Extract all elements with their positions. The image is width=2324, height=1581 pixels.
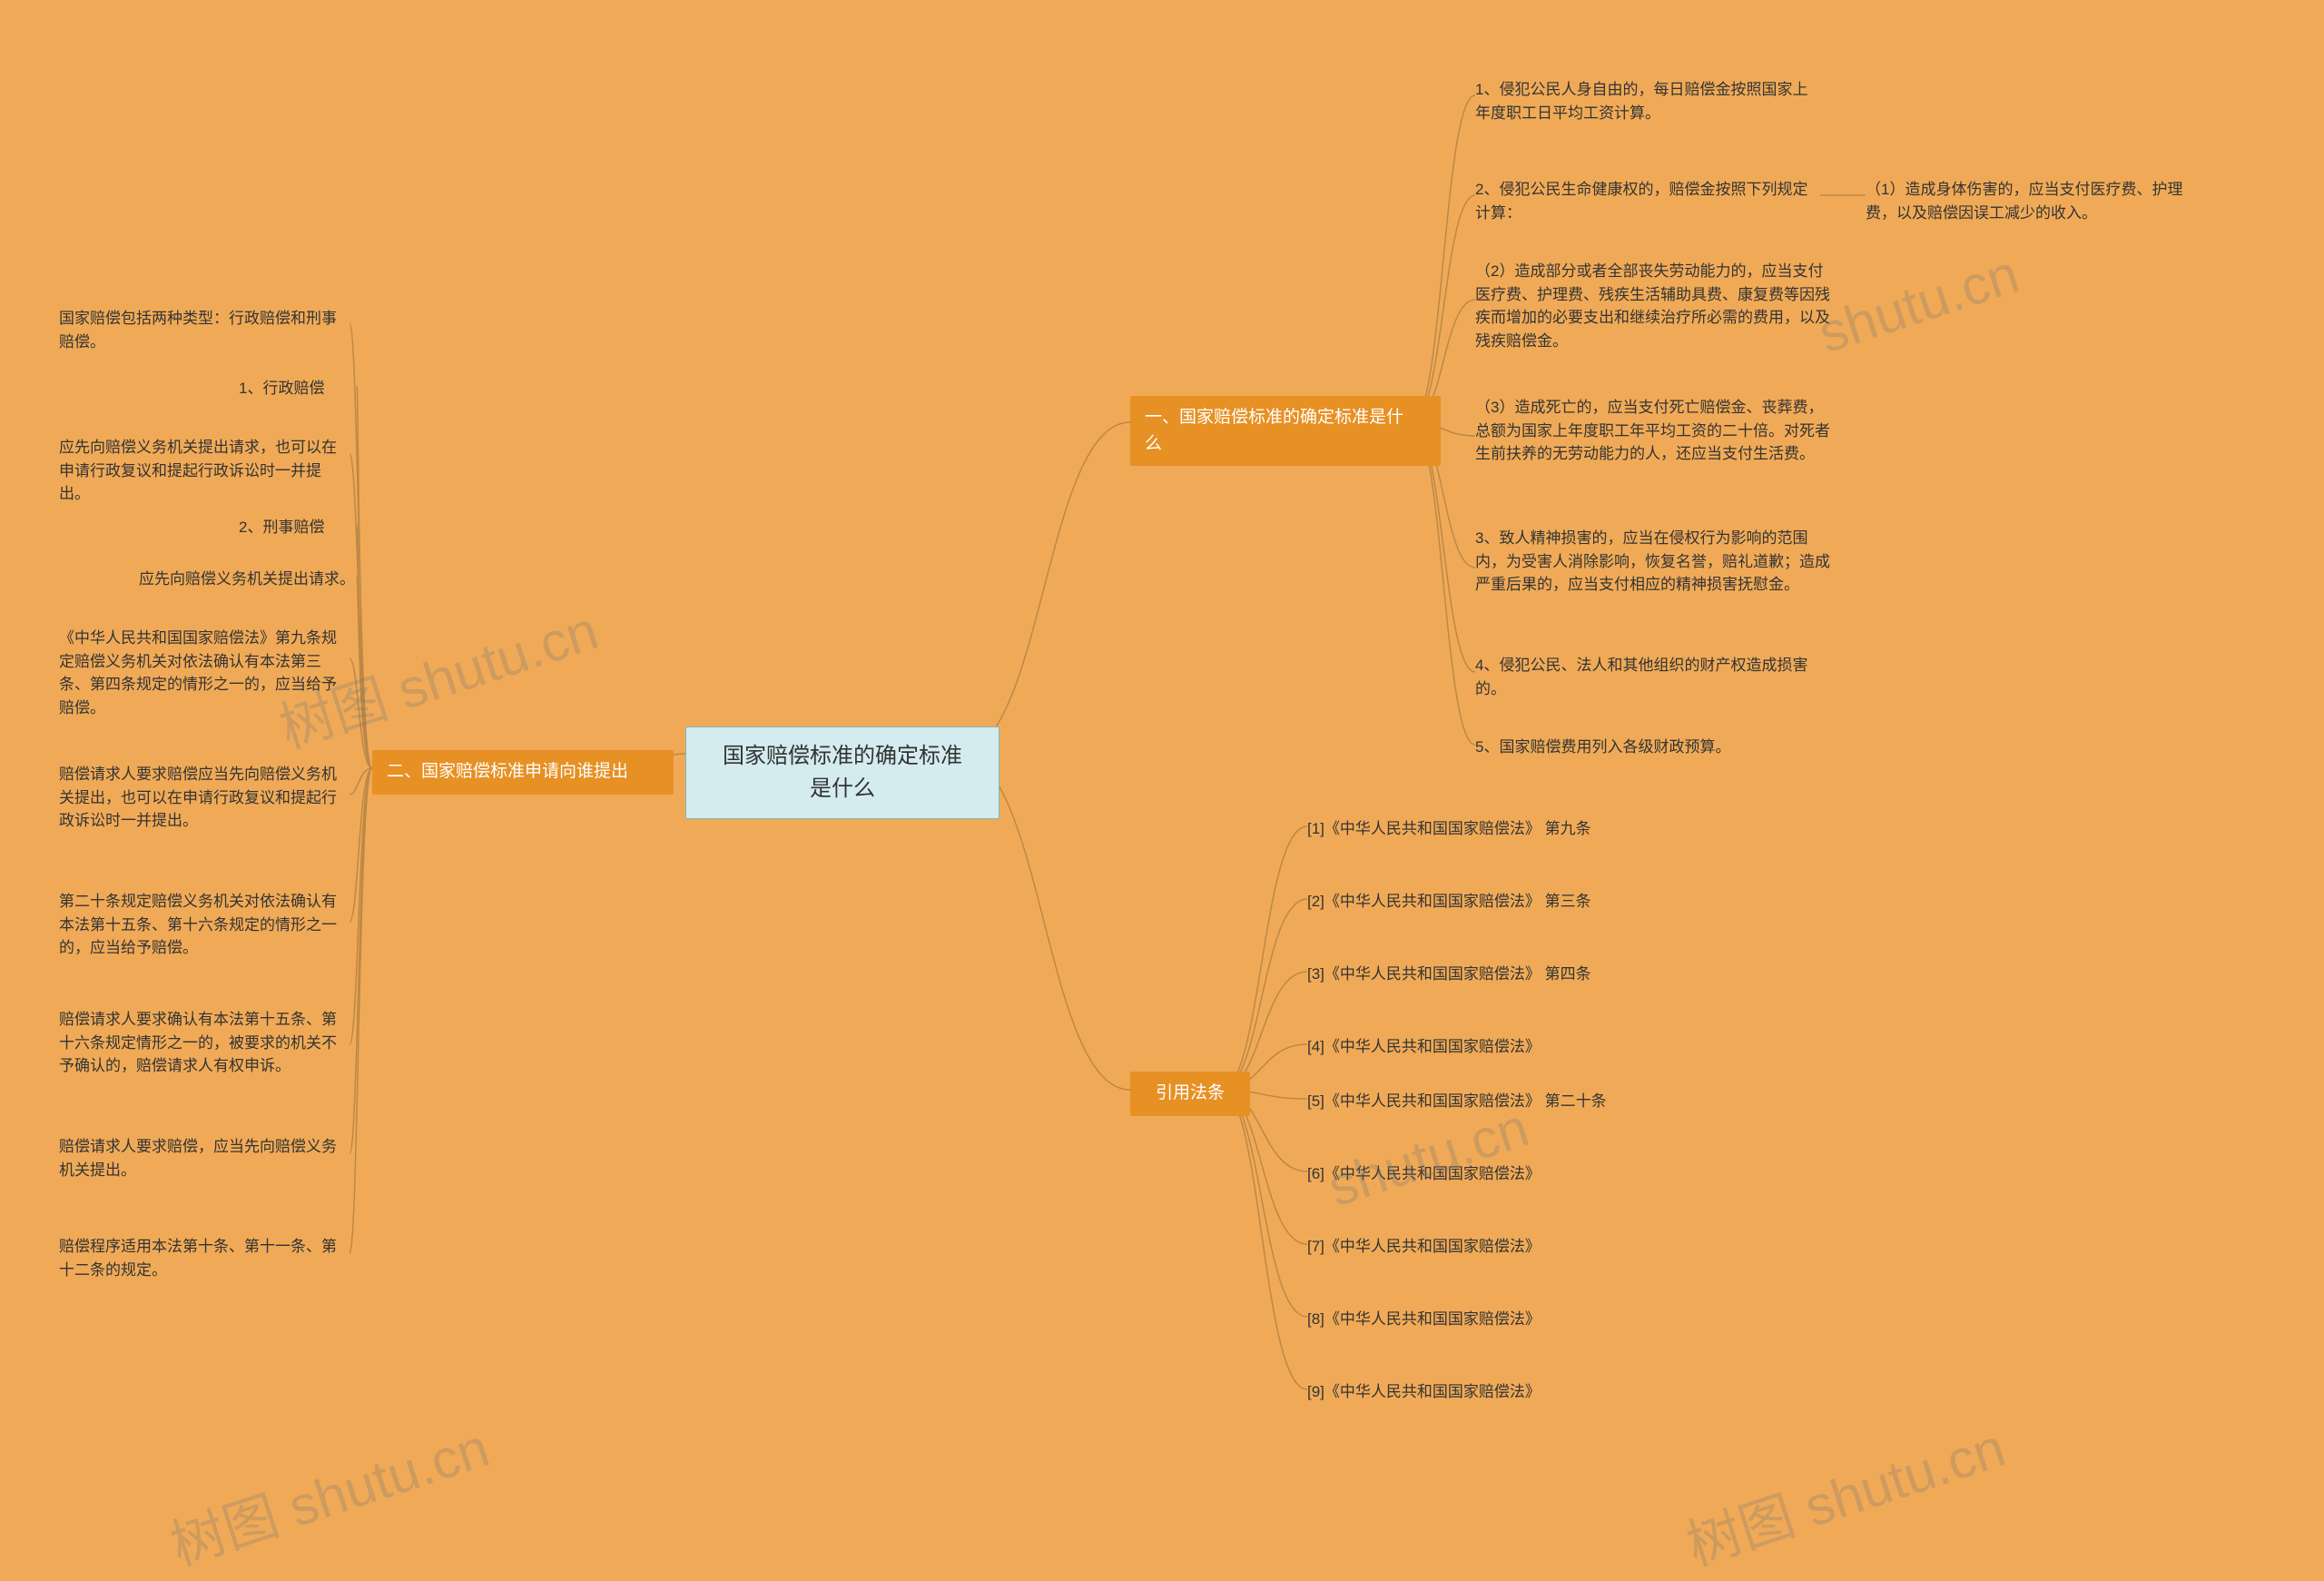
leaf-s2l11[interactable]: 赔偿程序适用本法第十条、第十一条、第十二条的规定。 <box>59 1235 350 1281</box>
leaf-s2l6[interactable]: 《中华人民共和国国家赔偿法》第九条规定赔偿义务机关对依法确认有本法第三条、第四条… <box>59 627 350 719</box>
leaf-s1l7[interactable]: 5、国家赔偿费用列入各级财政预算。 <box>1475 736 1730 759</box>
watermark: shutu.cn <box>1811 242 2026 366</box>
leaf-s2l5[interactable]: 应先向赔偿义务机关提出请求。 <box>139 568 355 591</box>
leaf-law9[interactable]: [9]《中华人民共和国国家赔偿法》 <box>1307 1380 1541 1404</box>
root-node[interactable]: 国家赔偿标准的确定标准 是什么 <box>685 726 1000 819</box>
watermark: 树图 shutu.cn <box>159 1404 497 1581</box>
branch-laws-label: 引用法条 <box>1156 1083 1225 1102</box>
branch-section1-line1: 一、国家赔偿标准的确定标准是什 <box>1145 408 1403 427</box>
leaf-s2l4[interactable]: 2、刑事赔偿 <box>239 516 324 539</box>
leaf-s1l2[interactable]: 2、侵犯公民生命健康权的，赔偿金按照下列规定计算： <box>1475 178 1820 224</box>
leaf-s1l5[interactable]: 3、致人精神损害的，应当在侵权行为影响的范围内，为受害人消除影响，恢复名誉，赔礼… <box>1475 527 1838 597</box>
branch-section2-label: 二、国家赔偿标准申请向谁提出 <box>387 762 628 781</box>
leaf-s1l4[interactable]: （3）造成死亡的，应当支付死亡赔偿金、丧葬费，总额为国家上年度职工年平均工资的二… <box>1475 396 1838 466</box>
leaf-s2l10[interactable]: 赔偿请求人要求赔偿，应当先向赔偿义务机关提出。 <box>59 1135 350 1181</box>
root-text-line2: 是什么 <box>810 776 875 801</box>
watermark: 树图 shutu.cn <box>1675 1404 2014 1581</box>
leaf-law7[interactable]: [7]《中华人民共和国国家赔偿法》 <box>1307 1235 1541 1259</box>
leaf-s2l2[interactable]: 1、行政赔偿 <box>239 377 324 400</box>
leaf-s2l7[interactable]: 赔偿请求人要求赔偿应当先向赔偿义务机关提出，也可以在申请行政复议和提起行政诉讼时… <box>59 763 350 833</box>
leaf-s2l3[interactable]: 应先向赔偿义务机关提出请求，也可以在申请行政复议和提起行政诉讼时一并提出。 <box>59 436 350 506</box>
leaf-s1l1[interactable]: 1、侵犯公民人身自由的，每日赔偿金按照国家上年度职工日平均工资计算。 <box>1475 78 1820 124</box>
leaf-law8[interactable]: [8]《中华人民共和国国家赔偿法》 <box>1307 1308 1541 1331</box>
branch-laws[interactable]: 引用法条 <box>1130 1072 1250 1116</box>
leaf-s2l1[interactable]: 国家赔偿包括两种类型：行政赔偿和刑事赔偿。 <box>59 307 350 353</box>
leaf-s2l9[interactable]: 赔偿请求人要求确认有本法第十五条、第十六条规定情形之一的，被要求的机关不予确认的… <box>59 1008 350 1078</box>
leaf-s1l2c1[interactable]: （1）造成身体伤害的，应当支付医疗费、护理费，以及赔偿因误工减少的收入。 <box>1866 178 2192 224</box>
leaf-s2l8[interactable]: 第二十条规定赔偿义务机关对依法确认有本法第十五条、第十六条规定的情形之一的，应当… <box>59 890 350 960</box>
leaf-s1l3[interactable]: （2）造成部分或者全部丧失劳动能力的，应当支付医疗费、护理费、残疾生活辅助具费、… <box>1475 260 1838 352</box>
leaf-law6[interactable]: [6]《中华人民共和国国家赔偿法》 <box>1307 1162 1541 1186</box>
branch-section1-line2: 么 <box>1145 434 1162 453</box>
leaf-law2[interactable]: [2]《中华人民共和国国家赔偿法》 第三条 <box>1307 890 1591 914</box>
root-text-line1: 国家赔偿标准的确定标准 <box>723 744 962 768</box>
leaf-law3[interactable]: [3]《中华人民共和国国家赔偿法》 第四条 <box>1307 963 1591 986</box>
leaf-law1[interactable]: [1]《中华人民共和国国家赔偿法》 第九条 <box>1307 817 1591 841</box>
leaf-law4[interactable]: [4]《中华人民共和国国家赔偿法》 <box>1307 1035 1541 1059</box>
leaf-law5[interactable]: [5]《中华人民共和国国家赔偿法》 第二十条 <box>1307 1090 1607 1113</box>
branch-section2[interactable]: 二、国家赔偿标准申请向谁提出 <box>372 750 674 795</box>
leaf-s1l6[interactable]: 4、侵犯公民、法人和其他组织的财产权造成损害的。 <box>1475 654 1820 700</box>
watermark: shutu.cn <box>1321 1096 1536 1220</box>
branch-section1[interactable]: 一、国家赔偿标准的确定标准是什 么 <box>1130 396 1441 466</box>
